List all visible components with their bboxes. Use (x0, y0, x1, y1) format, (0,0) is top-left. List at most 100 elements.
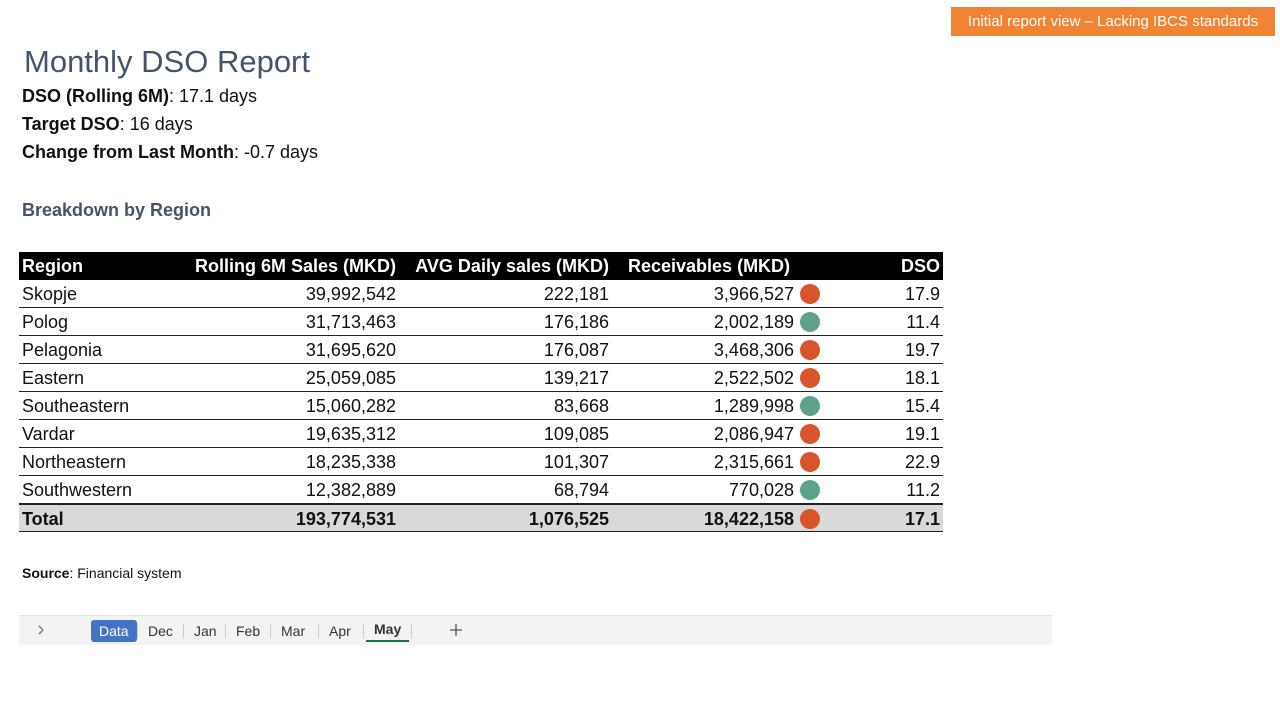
header-cell: Rolling 6M Sales (MKD) (194, 256, 396, 276)
table-cell: 17.1 (904, 509, 940, 529)
status-dot (800, 480, 820, 500)
table-row: Southeastern 15,060,282 83,668 1,289,998 15.… (19, 392, 943, 420)
table-cell: 19,635,312 (305, 424, 396, 444)
table-cell: 83,668 (553, 396, 609, 416)
banner: Initial report view – Lacking IBCS stand… (951, 7, 1275, 36)
sheet-tab[interactable]: Dec (148, 623, 173, 639)
table-cell: Total (22, 509, 64, 529)
table-cell: 2,315,661 (713, 452, 794, 472)
table-cell: Eastern (22, 368, 85, 388)
table-cell: 176,186 (543, 312, 609, 332)
sheet-tab[interactable]: May (366, 618, 410, 642)
table-cell: 11.2 (906, 480, 940, 500)
kpi: Change from Last Month: -0.7 days (22, 142, 318, 163)
tab-separator (225, 624, 226, 638)
kpi-label: Target DSO (22, 114, 120, 134)
table-cell: 222,181 (543, 284, 609, 304)
status-dot (800, 340, 820, 360)
table-cell: Pelagonia (22, 340, 103, 360)
table-cell: 12,382,889 (305, 480, 396, 500)
table-cell: 31,713,463 (305, 312, 396, 332)
table-cell: 39,992,542 (305, 284, 396, 304)
table-cell: 22.9 (904, 452, 940, 472)
table-cell: 3,468,306 (713, 340, 794, 360)
tab-separator (411, 624, 412, 638)
kpi: DSO (Rolling 6M): 17.1 days (22, 86, 257, 107)
source-note: Source: Financial system (22, 565, 182, 581)
table-row: Northeastern 18,235,338 101,307 2,315,661 22… (19, 448, 943, 476)
report-title: Monthly DSO Report (24, 44, 310, 79)
table-cell: 3,966,527 (713, 284, 794, 304)
table-row: Southwestern 12,382,889 68,794 770,028 11.2 (19, 476, 943, 504)
table-cell: 2,522,502 (713, 368, 794, 388)
table-cell: 770,028 (728, 480, 794, 500)
status-dot (800, 424, 820, 444)
source-label: Source (22, 565, 70, 581)
scroll-arrow[interactable] (35, 624, 47, 636)
table-cell: 1,076,525 (528, 509, 609, 529)
table-cell: 2,086,947 (713, 424, 794, 444)
table-cell: Southwestern (22, 480, 133, 500)
total-row: Total 193,774,531 1,076,525 18,422,158 17.1 (19, 504, 943, 532)
tab-separator (137, 624, 138, 638)
sheet-tab[interactable]: Feb (236, 623, 261, 639)
table-cell: 31,695,620 (305, 340, 396, 360)
tab-separator (318, 624, 319, 638)
region-table: Region Rolling 6M Sales (MKD) AVG Daily sa… (19, 252, 943, 532)
table-cell: 25,059,085 (305, 368, 396, 388)
table-row: Eastern 25,059,085 139,217 2,522,502 18.1 (19, 364, 943, 392)
table-cell: 68,794 (553, 480, 609, 500)
status-dot (800, 312, 820, 332)
kpi-label: Change from Last Month (22, 142, 234, 162)
status-dot (800, 396, 820, 416)
kpi-value: : -0.7 days (234, 142, 319, 162)
header-cell: Receivables (MKD) (628, 256, 791, 276)
sheet-tab-bar: Data Dec Jan Feb Mar Apr May (19, 615, 1052, 645)
source-value: : Financial system (69, 565, 182, 581)
status-dot (800, 509, 820, 529)
sheet-tab[interactable]: Data (91, 620, 137, 642)
table-cell: Skopje (22, 284, 78, 304)
table-cell: Vardar (22, 424, 75, 444)
table-cell: 11.4 (906, 312, 940, 332)
table-cell: 139,217 (543, 368, 609, 388)
header-cell: Region (22, 256, 83, 276)
table-cell: 109,085 (543, 424, 609, 444)
kpi-value: : 17.1 days (169, 86, 258, 106)
table-cell: 176,087 (543, 340, 609, 360)
status-dot (800, 284, 820, 304)
table-cell: 1,289,998 (713, 396, 794, 416)
table-row: Vardar 19,635,312 109,085 2,086,947 19.1 (19, 420, 943, 448)
tab-separator (270, 624, 271, 638)
table-cell: 15,060,282 (305, 396, 396, 416)
table-row: Skopje 39,992,542 222,181 3,966,527 17.9 (19, 280, 943, 308)
table-cell: 19.7 (904, 340, 940, 360)
tab-separator (183, 624, 184, 638)
kpi-label: DSO (Rolling 6M) (22, 86, 169, 106)
section-title: Breakdown by Region (22, 200, 212, 220)
table-cell: 18.1 (904, 368, 940, 388)
status-dot (800, 452, 820, 472)
tab-separator (363, 624, 364, 638)
table-cell: 15.4 (904, 396, 940, 416)
table-cell: 19.1 (904, 424, 940, 444)
table-cell: Southeastern (22, 396, 130, 416)
table-cell: Polog (22, 312, 69, 332)
table-cell: 17.9 (904, 284, 940, 304)
header-row: Region Rolling 6M Sales (MKD) AVG Daily sa… (19, 252, 943, 280)
sheet-tab[interactable]: Apr (329, 623, 351, 639)
table-cell: 101,307 (543, 452, 609, 472)
status-dot (800, 368, 820, 388)
table-row: Polog 31,713,463 176,186 2,002,189 11.4 (19, 308, 943, 336)
sheet-tab[interactable]: Mar (281, 623, 306, 639)
table-cell: 2,002,189 (713, 312, 794, 332)
kpi: Target DSO: 16 days (22, 114, 193, 135)
add-sheet[interactable] (449, 623, 463, 637)
table-cell: 18,422,158 (703, 509, 794, 529)
sheet-tab[interactable]: Jan (194, 623, 217, 639)
table-row: Pelagonia 31,695,620 176,087 3,468,306 19.7 (19, 336, 943, 364)
header-cell: DSO (900, 256, 940, 276)
table-cell: Northeastern (22, 452, 127, 472)
table-cell: 18,235,338 (305, 452, 396, 472)
